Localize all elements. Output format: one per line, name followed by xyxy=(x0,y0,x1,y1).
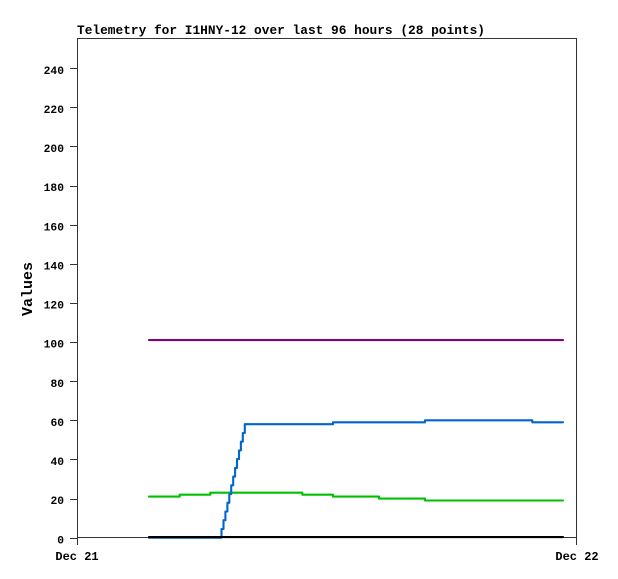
svg-text:100: 100 xyxy=(44,340,65,352)
svg-text:160: 160 xyxy=(44,222,65,234)
svg-text:180: 180 xyxy=(44,183,65,195)
svg-text:Values: Values xyxy=(20,262,37,316)
svg-text:240: 240 xyxy=(44,66,65,78)
svg-text:220: 220 xyxy=(44,105,65,117)
svg-text:200: 200 xyxy=(44,144,65,156)
svg-text:80: 80 xyxy=(50,379,64,391)
svg-text:20: 20 xyxy=(50,496,64,508)
svg-text:0: 0 xyxy=(57,535,64,547)
svg-text:40: 40 xyxy=(50,457,64,469)
svg-text:60: 60 xyxy=(50,418,64,430)
svg-text:Dec 21: Dec 21 xyxy=(55,550,98,564)
svg-text:140: 140 xyxy=(44,261,65,273)
svg-text:Telemetry for I1HNY-12 over la: Telemetry for I1HNY-12 over last 96 hour… xyxy=(77,23,485,38)
svg-text:Dec 22: Dec 22 xyxy=(555,550,598,564)
svg-text:120: 120 xyxy=(44,301,65,313)
